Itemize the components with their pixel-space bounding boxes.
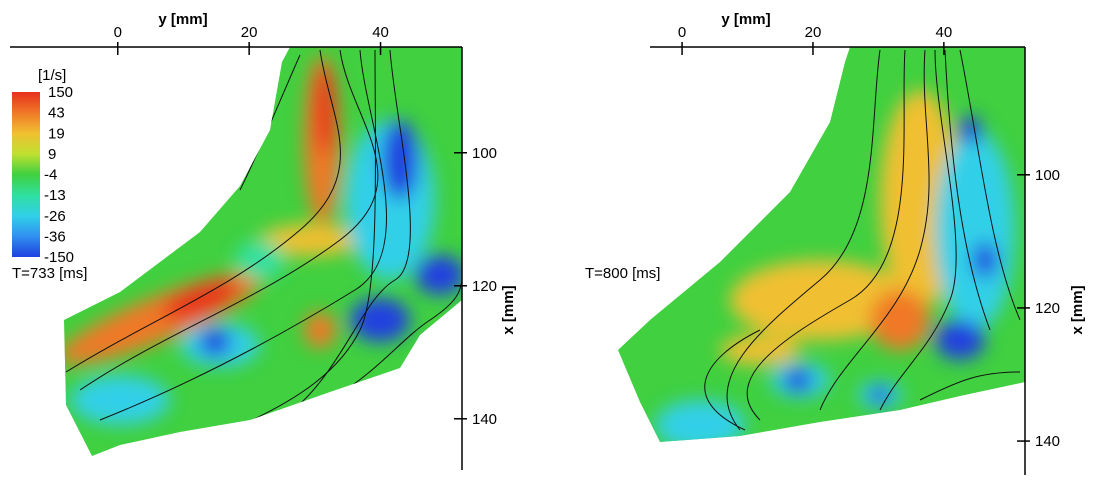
y-axis-label: x [mm] <box>500 285 517 334</box>
y-axis-label: x [mm] <box>1069 285 1086 334</box>
x-tick-label: 0 <box>678 24 686 41</box>
colorbar-label: 43 <box>48 105 65 122</box>
y-tick-label: 140 <box>1035 433 1060 450</box>
colorbar-label: -26 <box>44 208 66 225</box>
y-tick-label: 140 <box>472 411 497 428</box>
colorbar-label: -36 <box>44 228 66 245</box>
x-tick-label: 20 <box>805 24 822 41</box>
colorbar-label: 150 <box>48 84 73 101</box>
colorbar-label: -13 <box>44 187 66 204</box>
colorbar <box>12 92 40 257</box>
x-tick-label: 20 <box>241 24 258 41</box>
x-tick-label: 40 <box>372 24 389 41</box>
colorbar-title: [1/s] <box>38 67 66 84</box>
annotation: T=800 [ms] <box>585 265 660 282</box>
y-tick-label: 120 <box>1035 300 1060 317</box>
field-left <box>64 47 462 456</box>
y-tick-label: 100 <box>472 145 497 162</box>
colorbar-label: 19 <box>48 125 65 142</box>
x-axis-label: y [mm] <box>721 11 770 28</box>
field-right <box>618 47 1025 442</box>
y-tick-label: 120 <box>472 278 497 295</box>
y-tick-label: 100 <box>1035 167 1060 184</box>
x-tick-label: 40 <box>936 24 953 41</box>
colorbar-label: -4 <box>44 167 57 184</box>
colorbar-label: 9 <box>48 146 56 163</box>
x-axis-label: y [mm] <box>158 11 207 28</box>
annotation: T=733 [ms] <box>12 265 87 282</box>
colorbar-label: -150 <box>44 249 74 266</box>
x-tick-label: 0 <box>114 24 122 41</box>
